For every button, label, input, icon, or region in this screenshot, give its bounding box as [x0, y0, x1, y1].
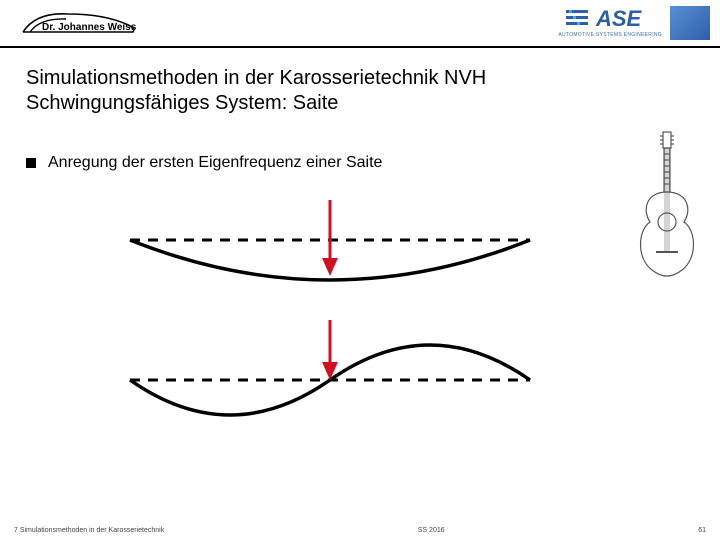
vibration-diagram [120, 200, 540, 460]
content-area: Simulationsmethoden in der Karosserietec… [0, 48, 720, 172]
bullet-text: Anregung der ersten Eigenfrequenz einer … [48, 154, 382, 172]
slide-header: Dr. Johannes Weiss ASE AUTOMOTIVE SYSTEM… [0, 0, 720, 48]
title-line-2: Schwingungsfähiges System: Saite [26, 92, 338, 114]
ase-logo-icon: ASE [566, 6, 662, 32]
arrow-2-icon [322, 320, 338, 380]
slide-title: Simulationsmethoden in der Karosserietec… [26, 66, 694, 116]
slide-footer: 7 Simulationsmethoden in der Karosseriet… [0, 527, 720, 534]
title-line-1: Simulationsmethoden in der Karosserietec… [26, 67, 486, 89]
header-right-box [670, 6, 710, 40]
arrow-1-icon [322, 200, 338, 276]
ase-text: ASE [595, 6, 643, 31]
bullet-row: Anregung der ersten Eigenfrequenz einer … [26, 154, 694, 172]
footer-right: 61 [698, 527, 706, 534]
author-name: Dr. Johannes Weiss [42, 22, 136, 33]
guitar-icon [632, 130, 702, 280]
ase-subtitle: AUTOMOTIVE SYSTEMS ENGINEERING [558, 32, 662, 38]
footer-left: 7 Simulationsmethoden in der Karosseriet… [14, 527, 164, 534]
bullet-marker-icon [26, 158, 36, 168]
footer-center: SS 2016 [418, 527, 445, 534]
